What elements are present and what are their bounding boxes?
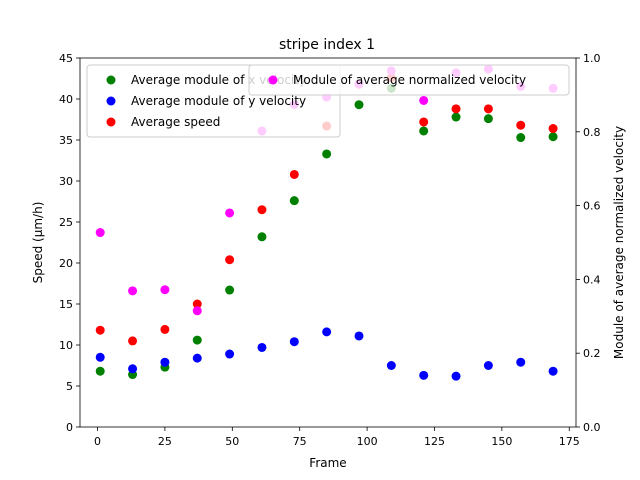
point-series-3 (225, 255, 235, 265)
point-series-4 (419, 95, 429, 105)
point-series-1 (95, 366, 105, 376)
point-series-1 (419, 126, 429, 136)
x-tick-label: 125 (424, 435, 445, 448)
x-tick-label: 0 (94, 435, 101, 448)
point-series-3 (160, 324, 170, 334)
point-series-4 (95, 228, 105, 238)
legend-label: Average module of y velocity (131, 94, 306, 108)
y-axis-label-left: Speed (μm/h) (31, 202, 45, 284)
point-series-3 (483, 104, 493, 114)
x-tick-label: 150 (491, 435, 512, 448)
legend-label: Average speed (131, 115, 220, 129)
point-series-2 (322, 327, 332, 337)
point-series-2 (386, 361, 396, 370)
y-tick-label: 5 (66, 380, 73, 393)
point-series-3 (257, 205, 267, 215)
legend-marker (106, 96, 116, 106)
y-tick-label: 35 (59, 134, 73, 147)
point-series-2 (225, 349, 235, 359)
point-series-2 (548, 366, 558, 376)
point-series-1 (451, 112, 461, 122)
y-tick-label: 30 (59, 175, 73, 188)
point-series-2 (289, 337, 299, 347)
y2-tick-label: 0.8 (583, 126, 601, 139)
point-series-3 (128, 336, 138, 346)
legend-label: Module of average normalized velocity (293, 73, 526, 87)
point-series-2 (451, 371, 461, 381)
x-tick-label: 175 (559, 435, 580, 448)
x-tick-label: 100 (357, 435, 378, 448)
x-tick-label: 25 (158, 435, 172, 448)
y-tick-label: 20 (59, 257, 73, 270)
point-series-2 (354, 331, 364, 341)
y-tick-label: 15 (59, 298, 73, 311)
legend-marker (268, 75, 278, 85)
point-series-4 (225, 208, 235, 218)
x-axis-label: Frame (309, 456, 346, 470)
y-tick-label: 40 (59, 93, 73, 106)
y-axis-label-right: Module of average normalized velocity (612, 126, 626, 359)
chart-title: stripe index 1 (279, 37, 375, 53)
y-axis-left: 0 5 10 15 20 25 30 35 40 45 (59, 52, 80, 434)
y2-tick-label: 0.6 (583, 200, 601, 213)
point-series-1 (257, 232, 267, 242)
point-series-1 (289, 196, 299, 206)
y-tick-label: 0 (66, 421, 73, 434)
legend-box (248, 64, 570, 96)
plot-frame (79, 57, 577, 428)
point-series-2 (516, 357, 526, 367)
legend-right: Module of average normalized velocity (248, 64, 570, 96)
x-tick-label: 50 (225, 435, 239, 448)
point-series-2 (128, 364, 138, 374)
point-series-4 (192, 306, 202, 316)
legend-marker (106, 117, 116, 127)
point-series-4 (128, 286, 138, 296)
y2-tick-label: 1.0 (583, 52, 601, 65)
legend-marker (106, 75, 116, 85)
point-series-3 (548, 124, 558, 134)
x-axis: 0 25 50 75 100 125 150 175 (94, 427, 580, 448)
point-series-2 (95, 352, 105, 362)
y2-tick-label: 0.0 (583, 421, 601, 434)
point-series-1 (516, 133, 526, 143)
point-series-2 (419, 370, 429, 380)
point-series-3 (192, 299, 202, 309)
y-tick-label: 10 (59, 339, 73, 352)
point-series-1 (483, 114, 493, 124)
point-series-1 (225, 285, 235, 295)
y2-tick-label: 0.4 (583, 273, 601, 286)
point-series-2 (192, 353, 202, 363)
y-tick-label: 25 (59, 216, 73, 229)
point-series-1 (354, 100, 364, 110)
y-axis-right: 0.0 0.2 0.4 0.6 0.8 1.0 (576, 52, 601, 434)
point-series-3 (419, 117, 429, 127)
y2-tick-label: 0.2 (583, 347, 601, 360)
point-series-1 (548, 132, 558, 142)
y-tick-label: 45 (59, 52, 73, 65)
point-series-2 (483, 361, 493, 370)
point-series-4 (160, 285, 170, 295)
x-tick-label: 75 (293, 435, 307, 448)
point-series-2 (257, 342, 267, 352)
point-series-3 (289, 169, 299, 179)
point-series-2 (160, 357, 170, 367)
point-series-3 (516, 120, 526, 130)
point-series-3 (95, 325, 105, 335)
point-series-1 (322, 149, 332, 159)
point-series-1 (192, 335, 202, 345)
point-series-3 (451, 104, 461, 114)
